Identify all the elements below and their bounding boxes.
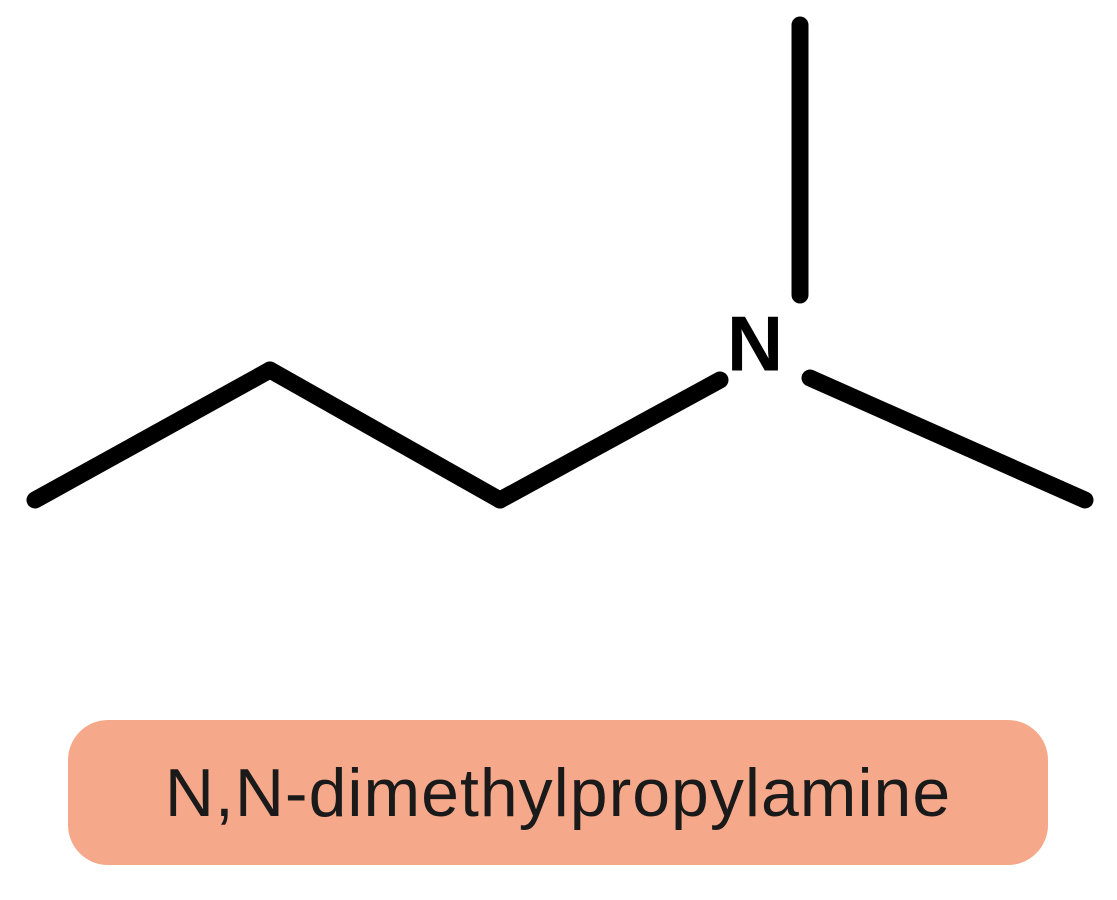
bond — [270, 370, 500, 500]
nitrogen-atom-label: N — [727, 300, 783, 388]
molecule-structure: N — [0, 0, 1117, 700]
bond — [500, 380, 720, 500]
bond — [810, 378, 1085, 500]
molecule-svg: N — [0, 0, 1117, 700]
bond — [35, 370, 270, 500]
compound-name-text: N,N-dimethylpropylamine — [165, 754, 951, 832]
compound-name-box: N,N-dimethylpropylamine — [68, 720, 1048, 865]
